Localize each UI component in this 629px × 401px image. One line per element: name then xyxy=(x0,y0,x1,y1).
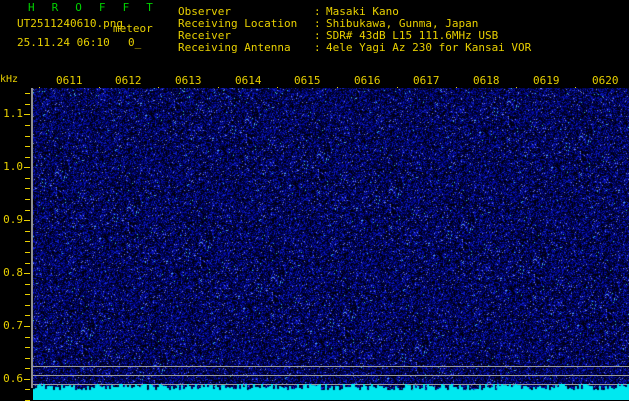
metadata-value: Shibukawa, Gunma, Japan xyxy=(326,17,479,30)
timestamp-label: 25.11.24 06:10 xyxy=(17,36,110,49)
echo-count-label: 0_ xyxy=(128,36,142,49)
metadata-row: Receiving Location: Shibukawa, Gunma, Jap… xyxy=(178,18,531,30)
y-axis-minor-tick xyxy=(25,389,30,390)
y-axis-major-tick xyxy=(24,379,30,380)
carrier-band xyxy=(33,391,629,400)
x-axis-label: 0617 xyxy=(413,74,440,87)
y-axis-minor-tick xyxy=(25,188,30,189)
y-axis: 1.1 1.0 0.9 0.8 0.7 0.6 xyxy=(0,0,31,401)
y-axis-major-tick xyxy=(24,326,30,327)
y-axis-label: 0.8 xyxy=(3,266,23,280)
marker-line-2 xyxy=(33,375,629,376)
spectrogram-plot xyxy=(33,88,629,400)
overlay-label: meteor xyxy=(113,22,153,35)
y-axis-minor-tick xyxy=(25,315,30,316)
y-axis-label: 0.7 xyxy=(3,318,23,332)
y-axis-minor-tick xyxy=(25,347,30,348)
metadata-value: 4ele Yagi Az 230 for Kansai VOR xyxy=(326,41,532,54)
y-axis-line xyxy=(31,88,33,388)
x-axis-label: 0615 xyxy=(294,74,321,87)
y-axis-minor-tick xyxy=(25,263,30,264)
y-axis-minor-tick xyxy=(25,252,30,253)
metadata-separator: : xyxy=(314,29,321,42)
y-axis-minor-tick xyxy=(25,104,30,105)
metadata-row: Observer: Masaki Kano xyxy=(178,6,531,18)
x-axis-label: 0611 xyxy=(56,74,83,87)
app-title: H R O F F T xyxy=(28,1,159,14)
filename-label: UT2511240610.png xyxy=(17,17,123,30)
y-axis-minor-tick xyxy=(25,146,30,147)
metadata-row: Receiver: SDR# 43dB L15 111.6MHz USB xyxy=(178,30,531,42)
y-axis-minor-tick xyxy=(25,93,30,94)
metadata-separator: : xyxy=(314,5,321,18)
carrier-band-edge xyxy=(33,384,629,391)
y-axis-label: 0.6 xyxy=(3,371,23,385)
y-axis-minor-tick xyxy=(25,284,30,285)
metadata-separator: : xyxy=(314,17,321,30)
y-axis-minor-tick xyxy=(25,231,30,232)
x-axis-label: 0616 xyxy=(354,74,381,87)
y-axis-minor-tick xyxy=(25,358,30,359)
metadata-value: Masaki Kano xyxy=(326,5,399,18)
y-axis-minor-tick xyxy=(25,125,30,126)
y-axis-minor-tick xyxy=(25,241,30,242)
y-axis-minor-tick xyxy=(25,305,30,306)
metadata-key: Receiving Location xyxy=(178,17,298,30)
y-axis-label: 0.9 xyxy=(3,213,23,227)
metadata-separator: : xyxy=(314,41,321,54)
x-axis: 0611 0612 0613 0614 0615 0616 0617 0618 0619 0620 xyxy=(0,0,629,91)
y-axis-minor-tick xyxy=(25,199,30,200)
y-axis-minor-tick xyxy=(25,178,30,179)
metadata-row: Receiving Antenna:4ele Yagi Az 230 for K… xyxy=(178,42,531,54)
x-axis-label: 0620 xyxy=(592,74,619,87)
metadata-key: Observer xyxy=(178,5,231,18)
x-axis-label: 0614 xyxy=(235,74,262,87)
x-axis-label: 0613 xyxy=(175,74,202,87)
metadata-block: Observer: Masaki Kano Receiving Location: S… xyxy=(178,6,531,54)
y-axis-major-tick xyxy=(24,114,30,115)
y-axis-major-tick xyxy=(24,273,30,274)
y-axis-major-tick xyxy=(24,167,30,168)
y-axis-minor-tick xyxy=(25,368,30,369)
y-axis-unit-label: kHz xyxy=(0,74,19,85)
y-axis-minor-tick xyxy=(25,337,30,338)
x-axis-label: 0619 xyxy=(533,74,560,87)
y-axis-major-tick xyxy=(24,220,30,221)
x-axis-label: 0612 xyxy=(115,74,142,87)
metadata-value: SDR# 43dB L15 111.6MHz USB xyxy=(326,29,499,42)
y-axis-label: 1.0 xyxy=(3,160,23,174)
metadata-key: Receiving Antenna xyxy=(178,41,291,54)
y-axis-minor-tick xyxy=(25,294,30,295)
marker-line-1 xyxy=(33,366,629,367)
noise-heatmap xyxy=(33,88,629,400)
y-axis-minor-tick xyxy=(25,157,30,158)
y-axis-minor-tick xyxy=(25,136,30,137)
y-axis-label: 1.1 xyxy=(3,107,23,121)
y-axis-minor-tick xyxy=(25,210,30,211)
metadata-key: Receiver xyxy=(178,29,231,42)
x-axis-label: 0618 xyxy=(473,74,500,87)
